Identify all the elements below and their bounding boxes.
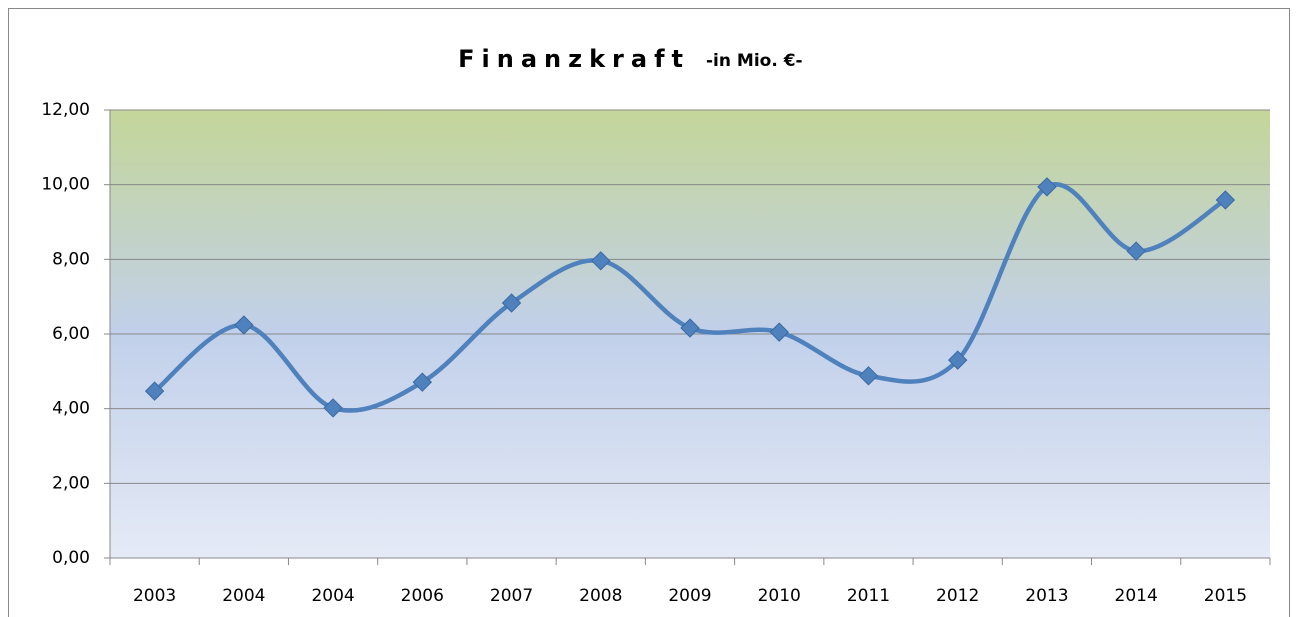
- y-tick-label: 6,00: [52, 324, 90, 344]
- data-point: [858, 366, 879, 386]
- data-point: [591, 251, 611, 271]
- y-tick-label: 4,00: [52, 399, 90, 419]
- data-point: [680, 318, 700, 338]
- data-point: [412, 372, 433, 392]
- data-point: [323, 398, 343, 418]
- x-tick-label: 2014: [1115, 586, 1158, 606]
- y-tick-label: 0,00: [52, 548, 90, 568]
- x-tick-label: 2007: [490, 586, 533, 606]
- x-tick-label: 2012: [936, 586, 979, 606]
- x-tick-label: 2015: [1204, 586, 1247, 606]
- x-tick-label: 2004: [222, 586, 265, 606]
- data-point: [234, 315, 254, 335]
- y-tick-label: 8,00: [52, 249, 90, 269]
- x-tick-label: 2010: [758, 586, 801, 606]
- chart-subtitle: -in Mio. €-: [706, 51, 803, 71]
- x-tick-label: 2011: [847, 586, 890, 606]
- x-tick-label: 2008: [579, 586, 622, 606]
- y-tick-label: 10,00: [41, 175, 90, 195]
- x-tick-label: 2006: [401, 586, 444, 606]
- x-tick-label: 2004: [311, 586, 354, 606]
- data-point: [1215, 190, 1236, 210]
- y-tick-label: 2,00: [52, 473, 90, 493]
- data-point: [947, 350, 968, 370]
- x-tick-label: 2009: [668, 586, 711, 606]
- data-point: [144, 381, 165, 401]
- chart-title: Finanzkraft: [458, 45, 690, 73]
- data-point: [1126, 241, 1146, 261]
- data-point: [769, 322, 789, 342]
- data-point: [501, 293, 522, 313]
- data-point: [1037, 177, 1057, 197]
- x-tick-label: 2013: [1025, 586, 1068, 606]
- y-tick-label: 12,00: [41, 100, 90, 120]
- x-tick-label: 2003: [133, 586, 176, 606]
